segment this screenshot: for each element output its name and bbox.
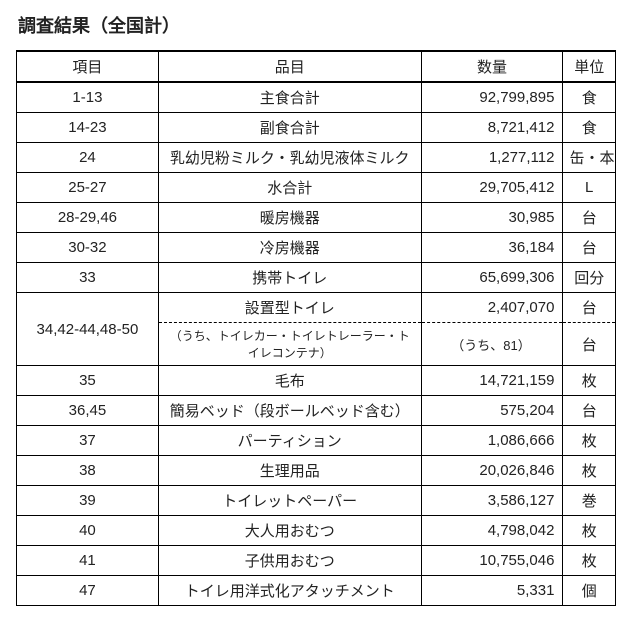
cell-name: 暖房機器 [158, 203, 421, 233]
cell-unit: 台 [563, 203, 616, 233]
cell-name: 副食合計 [158, 113, 421, 143]
cell-item: 47 [17, 576, 159, 606]
cell-unit: 台 [563, 396, 616, 426]
cell-item: 39 [17, 486, 159, 516]
cell-name: 設置型トイレ [158, 293, 421, 323]
cell-name: （うち、トイレカー・トイレトレーラー・トイレコンテナ） [158, 323, 421, 366]
cell-item: 37 [17, 426, 159, 456]
cell-qty: 10,755,046 [421, 546, 563, 576]
table-row: 37パーティション1,086,666枚 [17, 426, 616, 456]
cell-name: 簡易ベッド（段ボールベッド含む） [158, 396, 421, 426]
table-row: 40大人用おむつ4,798,042枚 [17, 516, 616, 546]
table-row: 39トイレットペーパー3,586,127巻 [17, 486, 616, 516]
cell-unit: 台 [563, 323, 616, 366]
cell-qty: （うち、81） [421, 323, 563, 366]
cell-qty: 29,705,412 [421, 173, 563, 203]
table-row: 34,42-44,48-50設置型トイレ2,407,070台 [17, 293, 616, 323]
cell-unit: 枚 [563, 426, 616, 456]
cell-qty: 92,799,895 [421, 82, 563, 113]
cell-qty: 575,204 [421, 396, 563, 426]
table-row: 30-32冷房機器36,184台 [17, 233, 616, 263]
table-row: 36,45簡易ベッド（段ボールベッド含む）575,204台 [17, 396, 616, 426]
cell-name: 携帯トイレ [158, 263, 421, 293]
cell-unit: 枚 [563, 546, 616, 576]
cell-qty: 14,721,159 [421, 366, 563, 396]
cell-name: 冷房機器 [158, 233, 421, 263]
cell-name: 毛布 [158, 366, 421, 396]
cell-unit: 台 [563, 293, 616, 323]
col-header-item: 項目 [17, 51, 159, 82]
cell-name: トイレ用洋式化アタッチメント [158, 576, 421, 606]
cell-qty: 36,184 [421, 233, 563, 263]
cell-unit: 缶・本 [563, 143, 616, 173]
cell-item: 25-27 [17, 173, 159, 203]
cell-item: 14-23 [17, 113, 159, 143]
cell-unit: 台 [563, 233, 616, 263]
cell-name: 主食合計 [158, 82, 421, 113]
col-header-name: 品目 [158, 51, 421, 82]
cell-item: 24 [17, 143, 159, 173]
cell-qty: 1,086,666 [421, 426, 563, 456]
cell-item: 36,45 [17, 396, 159, 426]
cell-item: 38 [17, 456, 159, 486]
cell-unit: 食 [563, 82, 616, 113]
table-row: 38生理用品20,026,846枚 [17, 456, 616, 486]
cell-item: 30-32 [17, 233, 159, 263]
table-row: 25-27水合計29,705,412L [17, 173, 616, 203]
table-row: 24乳幼児粉ミルク・乳幼児液体ミルク1,277,112缶・本 [17, 143, 616, 173]
cell-unit: 個 [563, 576, 616, 606]
cell-unit: 回分 [563, 263, 616, 293]
cell-unit: 枚 [563, 366, 616, 396]
table-row: 14-23副食合計8,721,412食 [17, 113, 616, 143]
cell-qty: 65,699,306 [421, 263, 563, 293]
cell-item: 40 [17, 516, 159, 546]
cell-qty: 4,798,042 [421, 516, 563, 546]
cell-unit: 枚 [563, 516, 616, 546]
table-row: 47トイレ用洋式化アタッチメント5,331個 [17, 576, 616, 606]
cell-item: 33 [17, 263, 159, 293]
cell-qty: 5,331 [421, 576, 563, 606]
table-row: 33携帯トイレ65,699,306回分 [17, 263, 616, 293]
cell-unit: L [563, 173, 616, 203]
col-header-qty: 数量 [421, 51, 563, 82]
cell-name: トイレットペーパー [158, 486, 421, 516]
cell-name: 乳幼児粉ミルク・乳幼児液体ミルク [158, 143, 421, 173]
survey-results-table: 項目 品目 数量 単位 1-13主食合計92,799,895食14-23副食合計… [16, 50, 616, 606]
table-row: 28-29,46暖房機器30,985台 [17, 203, 616, 233]
cell-qty: 3,586,127 [421, 486, 563, 516]
cell-unit: 食 [563, 113, 616, 143]
cell-qty: 8,721,412 [421, 113, 563, 143]
page-title: 調査結果（全国計） [18, 12, 624, 38]
cell-name: 水合計 [158, 173, 421, 203]
cell-unit: 枚 [563, 456, 616, 486]
cell-name: パーティション [158, 426, 421, 456]
cell-item: 28-29,46 [17, 203, 159, 233]
cell-qty: 1,277,112 [421, 143, 563, 173]
table-row: 41子供用おむつ10,755,046枚 [17, 546, 616, 576]
cell-qty: 30,985 [421, 203, 563, 233]
cell-item: 41 [17, 546, 159, 576]
cell-unit: 巻 [563, 486, 616, 516]
table-header-row: 項目 品目 数量 単位 [17, 51, 616, 82]
cell-name: 子供用おむつ [158, 546, 421, 576]
cell-item: 35 [17, 366, 159, 396]
table-row: 35毛布14,721,159枚 [17, 366, 616, 396]
col-header-unit: 単位 [563, 51, 616, 82]
table-row: 1-13主食合計92,799,895食 [17, 82, 616, 113]
cell-item: 34,42-44,48-50 [17, 293, 159, 366]
cell-name: 大人用おむつ [158, 516, 421, 546]
cell-qty: 20,026,846 [421, 456, 563, 486]
cell-item: 1-13 [17, 82, 159, 113]
cell-qty: 2,407,070 [421, 293, 563, 323]
cell-name: 生理用品 [158, 456, 421, 486]
